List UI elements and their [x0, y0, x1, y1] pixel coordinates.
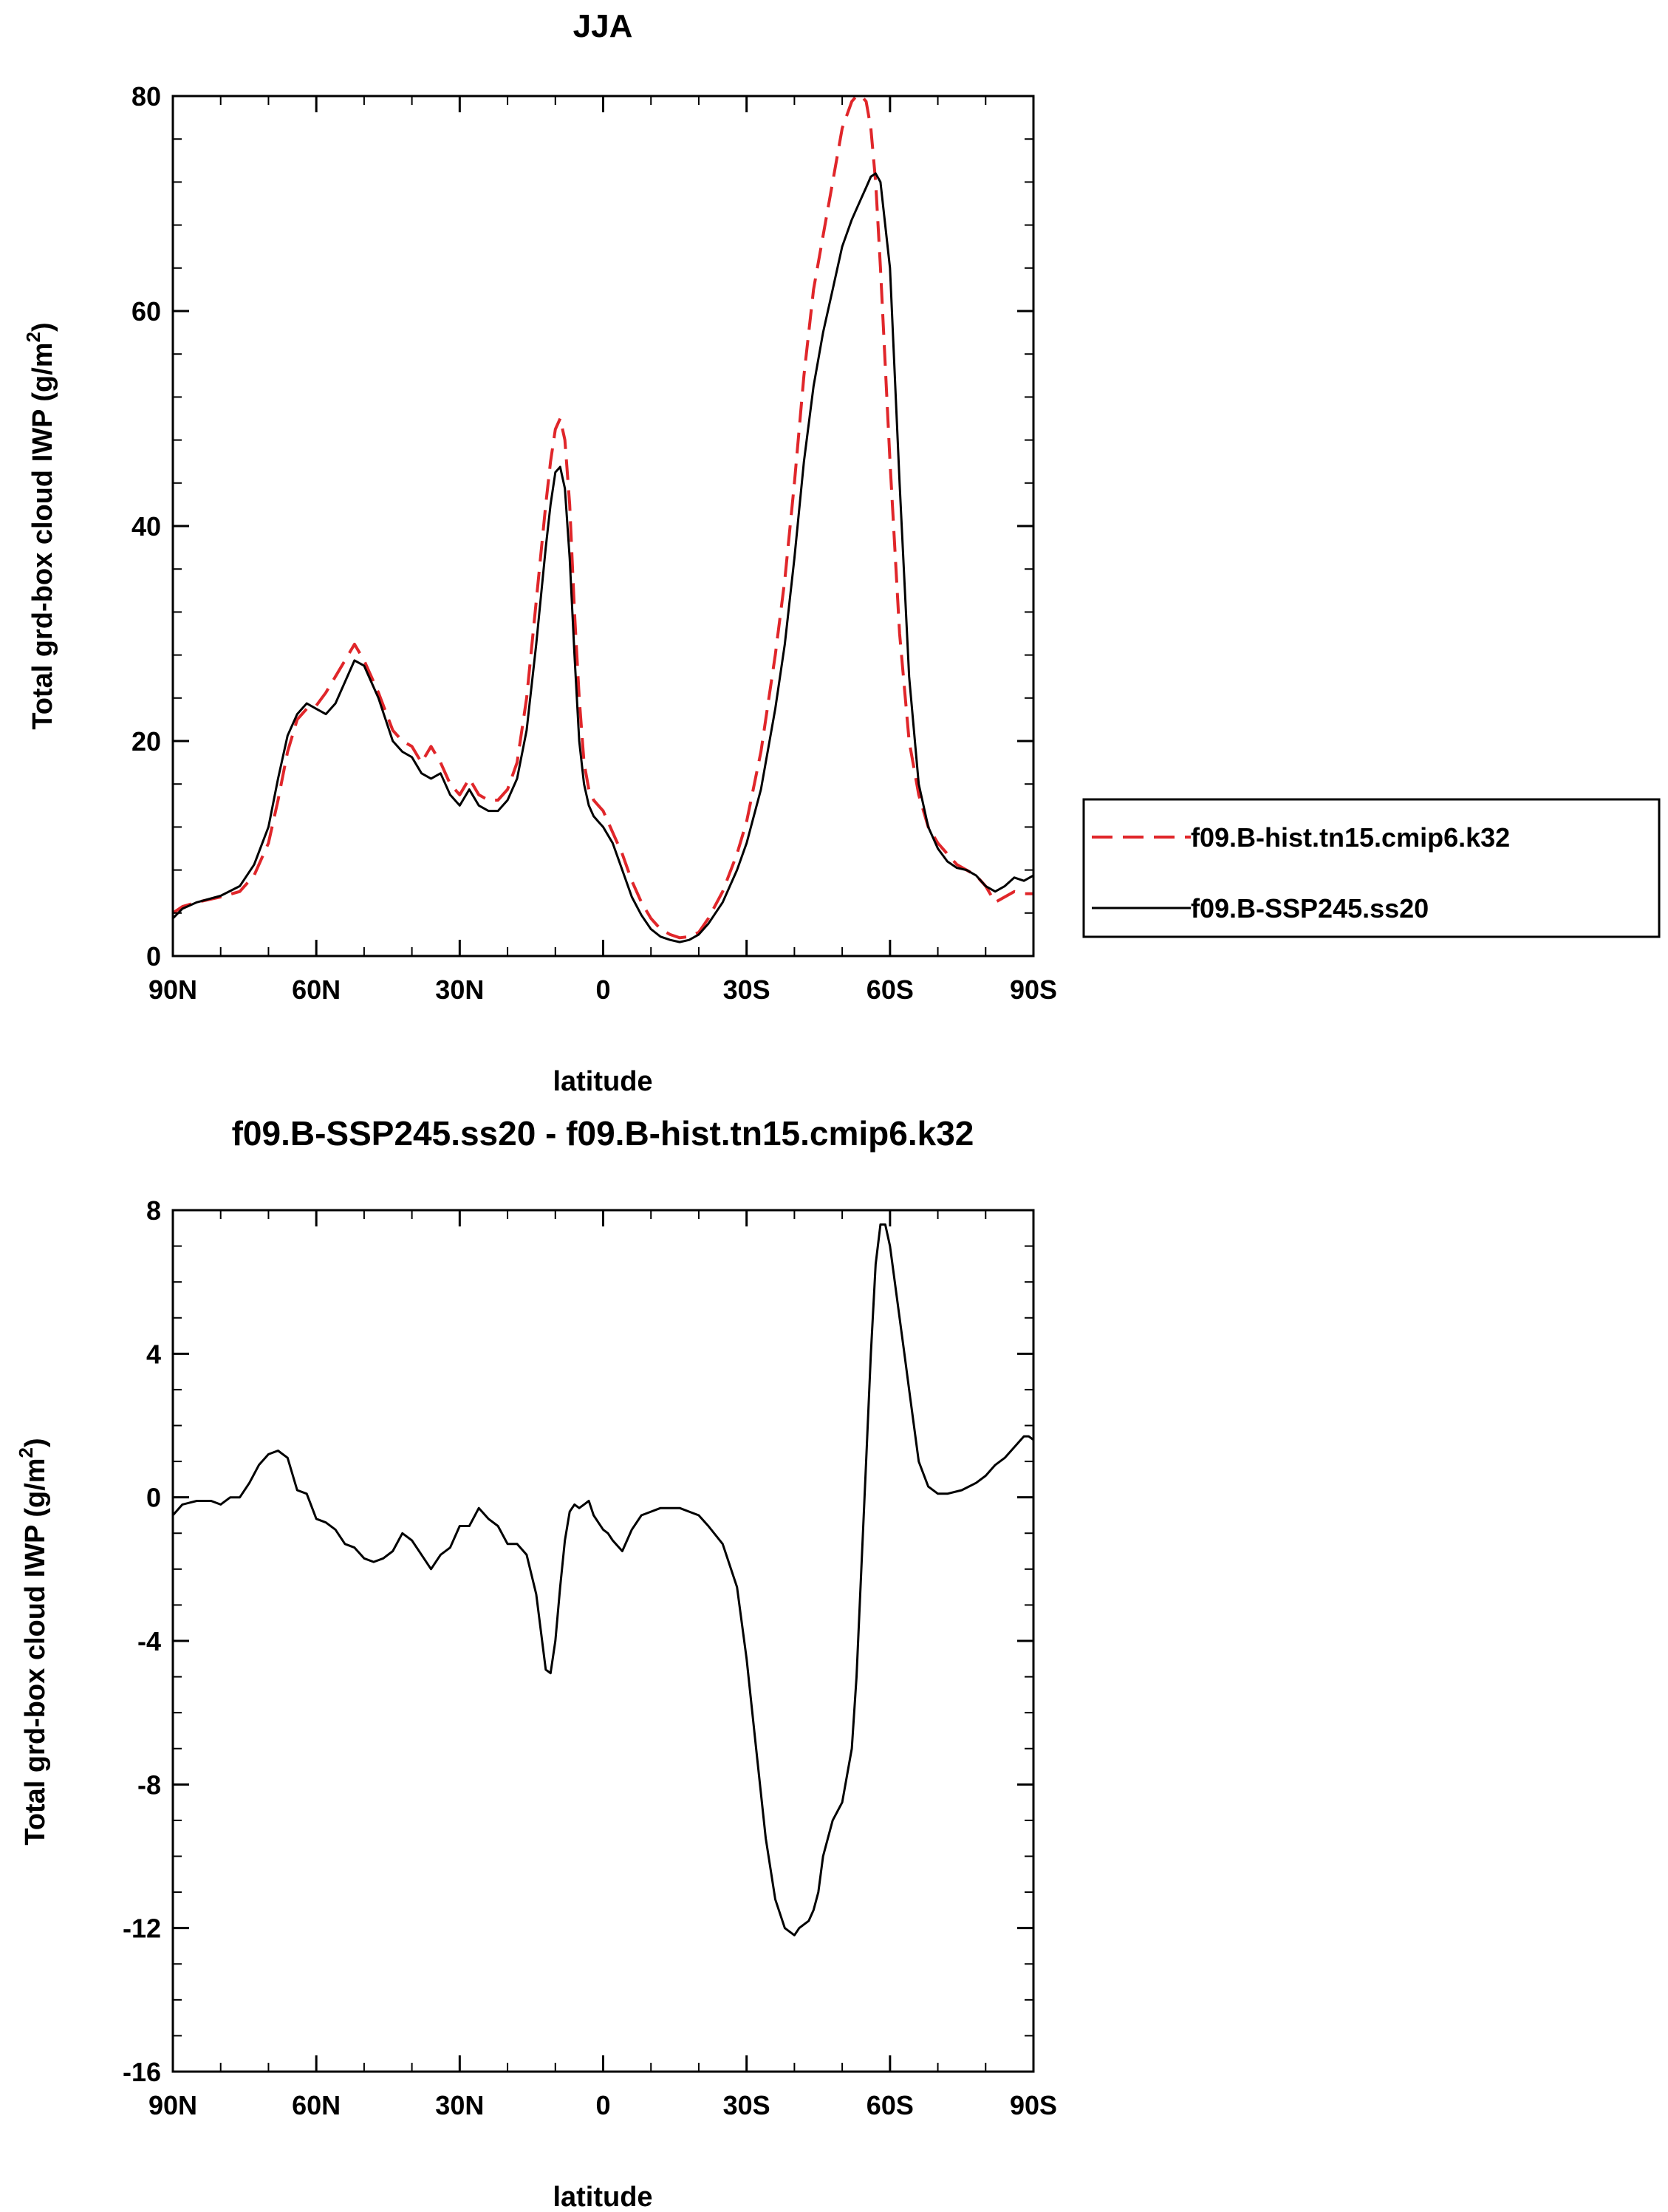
legend-box: [1082, 798, 1661, 938]
y-tick-label: -4: [137, 1626, 161, 1656]
x-axis-label: latitude: [553, 2182, 652, 2212]
y-tick-label: 8: [146, 1195, 161, 1226]
x-tick-label: 90S: [1010, 2090, 1057, 2120]
y-tick-label: 80: [131, 81, 161, 112]
series-layer: [171, 1223, 1034, 1936]
y-tick-label: -16: [123, 2057, 161, 2087]
x-tick-label: 60S: [867, 974, 914, 1005]
y-axis-label-superscript: 2: [15, 1447, 37, 1458]
x-tick-label: 0: [595, 974, 610, 1005]
y-tick-label: -12: [123, 1914, 161, 1944]
y-axis-label-main: Total grd-box cloud IWP (g/m: [27, 342, 58, 729]
y-axis-label-close: ): [27, 322, 58, 332]
panel-jja: JJA 90N 60N 30N 0 30S 60S 90S 0 20 40 60 80 latitud…: [22, 8, 1661, 1097]
x-tick-label: 0: [595, 2090, 610, 2120]
x-tick-label: 90N: [148, 974, 197, 1005]
legend-label-ssp: f09.B-SSP245.ss20: [1191, 893, 1429, 924]
series-layer: [171, 95, 1034, 943]
panel-difference: f09.B-SSP245.ss20 - f09.B-hist.tn15.cmip…: [15, 1114, 1057, 2212]
series-line-2: [171, 172, 1034, 943]
y-tick-label: -8: [137, 1769, 161, 1800]
ticks-layer: [171, 1209, 1035, 2073]
chart-title: f09.B-SSP245.ss20 - f09.B-hist.tn15.cmip…: [232, 1114, 974, 1153]
x-axis-label: latitude: [553, 1066, 652, 1097]
y-tick-label: 0: [146, 941, 161, 972]
tick-labels-layer: 90N 60N 30N 0 30S 60S 90S 0 20 40 60 80: [131, 81, 1057, 1005]
x-tick-label: 30S: [723, 2090, 770, 2120]
legend-label-hist: f09.B-hist.tn15.cmip6.k32: [1191, 822, 1510, 853]
chart-title: JJA: [573, 8, 633, 44]
y-axis-label-superscript: 2: [22, 332, 44, 342]
x-tick-label: 30N: [435, 2090, 484, 2120]
x-tick-label: 30N: [435, 974, 484, 1005]
y-tick-label: 4: [146, 1339, 161, 1369]
series-line-1: [171, 95, 1033, 940]
series-line-1: [171, 1223, 1034, 1936]
y-tick-label: 40: [131, 511, 161, 542]
y-tick-label: 0: [146, 1483, 161, 1513]
y-tick-label: 20: [131, 726, 161, 757]
legend: f09.B-hist.tn15.cmip6.k32 f09.B-SSP245.s…: [1082, 798, 1661, 938]
tick-labels-layer: 90N 60N 30N 0 30S 60S 90S -16 -12 -8 -4 0 4 8: [123, 1195, 1057, 2120]
y-axis-label-main: Total grd-box cloud IWP (g/m: [20, 1458, 51, 1845]
plot-frame: [171, 1209, 1035, 2073]
x-tick-label: 90N: [148, 2090, 197, 2120]
x-tick-label: 90S: [1010, 974, 1057, 1005]
y-axis-label-close: ): [20, 1438, 51, 1447]
x-tick-label: 60S: [867, 2090, 914, 2120]
y-tick-label: 60: [131, 296, 161, 327]
x-tick-label: 60N: [292, 974, 341, 1005]
y-axis-label: Total grd-box cloud IWP (g/m2): [22, 322, 58, 729]
x-tick-label: 30S: [723, 974, 770, 1005]
x-tick-label: 60N: [292, 2090, 341, 2120]
plot-frame: [171, 95, 1035, 957]
y-axis-label: Total grd-box cloud IWP (g/m2): [15, 1438, 51, 1845]
